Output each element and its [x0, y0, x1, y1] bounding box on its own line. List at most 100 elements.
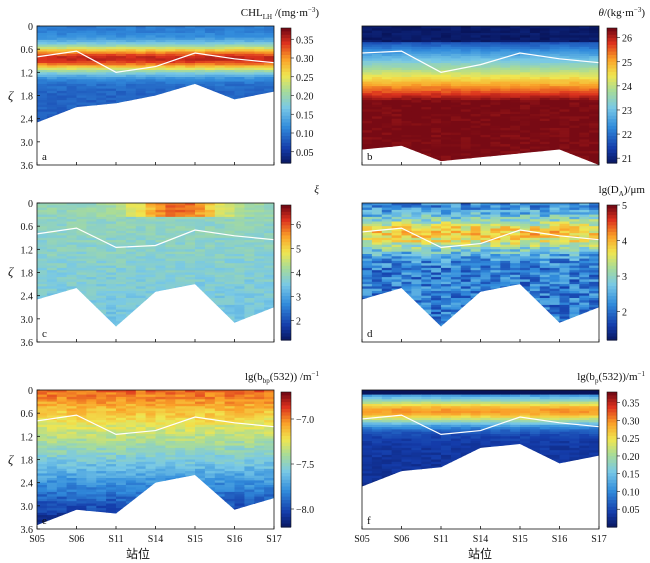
field-cell [401, 63, 412, 66]
field-cell [116, 151, 127, 154]
field-cell [244, 26, 255, 29]
field-cell [244, 114, 255, 117]
field-cell [214, 90, 226, 94]
field-cell [401, 111, 412, 115]
field-cell [145, 39, 157, 43]
field-cell [431, 37, 442, 41]
field-cell [56, 279, 68, 283]
field-cell [125, 230, 137, 234]
field-cell [569, 63, 580, 66]
field-cell [421, 148, 432, 152]
field-cell [470, 30, 482, 34]
field-cell [116, 221, 127, 225]
field-cell [391, 130, 403, 134]
field-cell [214, 244, 226, 248]
field-cell [235, 149, 246, 152]
field-cell [135, 74, 147, 78]
field-cell [156, 123, 167, 126]
field-cell [135, 118, 147, 122]
field-cell [185, 140, 196, 143]
field-cell [66, 216, 78, 220]
field-cell [490, 121, 501, 124]
field-cell [391, 118, 403, 122]
colorbar-cell [607, 44, 617, 49]
field-cell [559, 90, 570, 94]
field-cell [195, 74, 206, 78]
field-cell [421, 127, 432, 131]
field-cell [46, 258, 58, 262]
field-cell [470, 26, 482, 29]
field-cell [165, 49, 176, 53]
field-cell [460, 28, 472, 32]
field-cell [215, 142, 226, 145]
field-cell [421, 58, 432, 62]
field-cell [480, 137, 491, 141]
field-cell [362, 53, 373, 57]
field-cell [66, 302, 78, 306]
colorbar-title: ξ [314, 184, 319, 196]
field-cell [125, 314, 137, 318]
field-cell [500, 49, 511, 53]
field-cell [66, 230, 78, 234]
field-cell [96, 288, 107, 292]
field-cell [204, 70, 216, 73]
field-cell [195, 56, 206, 59]
field-cell [96, 26, 107, 29]
field-cell [234, 249, 245, 253]
field-cell [411, 63, 422, 66]
field-cell [264, 158, 275, 161]
field-cell [224, 302, 236, 306]
field-cell [66, 109, 78, 113]
field-cell [185, 288, 196, 292]
field-cell [244, 140, 255, 143]
field-cell [549, 226, 561, 230]
field-cell [155, 272, 166, 276]
field-cell [56, 49, 68, 53]
field-cell [264, 135, 275, 138]
field-cell [450, 151, 462, 154]
field-cell [96, 100, 107, 103]
field-cell [57, 333, 68, 336]
field-cell [401, 219, 412, 223]
field-cell [431, 146, 442, 150]
field-cell [401, 72, 412, 76]
field-cell [490, 49, 501, 53]
field-cell [37, 244, 48, 248]
field-cell [116, 260, 127, 264]
field-cell [460, 123, 472, 127]
field-cell [441, 63, 452, 66]
field-cell [145, 270, 157, 274]
field-cell [559, 127, 570, 131]
field-cell [165, 302, 176, 306]
field-cell [214, 263, 226, 267]
field-cell [450, 118, 462, 122]
field-cell [96, 237, 107, 241]
field-cell [254, 126, 264, 129]
field-cell [96, 140, 107, 143]
field-cell [116, 160, 127, 163]
field-cell [510, 160, 521, 164]
field-cell [106, 286, 117, 290]
field-cell [106, 254, 117, 257]
field-cell [401, 88, 412, 92]
field-cell [165, 298, 176, 301]
field-cell [86, 330, 97, 333]
field-cell [381, 37, 393, 41]
field-cell [126, 137, 136, 140]
field-cell [106, 223, 117, 227]
field-cell [480, 39, 491, 43]
field-cell [224, 207, 236, 211]
field-cell [244, 260, 255, 264]
field-cell [460, 153, 472, 157]
field-cell [165, 203, 176, 206]
field-cell [155, 223, 166, 227]
field-cell [421, 56, 432, 59]
field-cell [56, 72, 68, 76]
field-cell [46, 291, 58, 294]
field-cell [146, 153, 157, 156]
field-cell [579, 70, 590, 73]
field-cell [381, 88, 393, 92]
field-cell [37, 281, 48, 285]
field-cell [204, 104, 216, 108]
field-cell [165, 293, 176, 297]
